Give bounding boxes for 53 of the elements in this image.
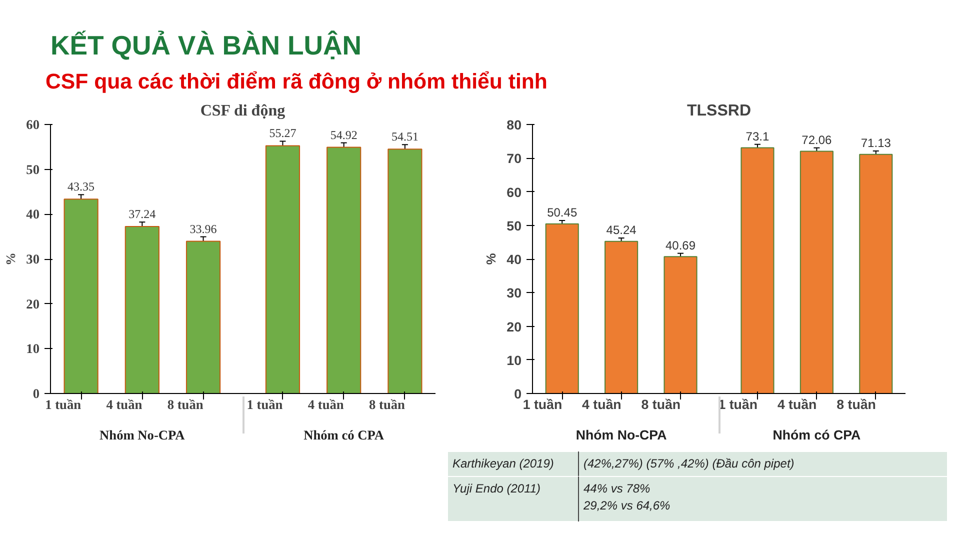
y-tick-label: 0 <box>32 386 40 401</box>
y-tick-label: 0 <box>514 386 522 402</box>
x-tick-label: 4 tuần <box>308 397 344 412</box>
x-tick-label: 1 tuần <box>45 397 82 412</box>
y-tick-label: 60 <box>506 184 522 200</box>
chart-title: CSF di động <box>200 102 286 120</box>
text: Nhóm có CPA <box>304 428 384 442</box>
data-label: 40.69 <box>666 238 696 252</box>
text: Nhóm No-CPA <box>576 428 668 442</box>
y-tick-label: 10 <box>26 341 40 356</box>
chart-title: TLSSRD <box>687 102 751 120</box>
y-tick-label: 10 <box>506 352 522 368</box>
x-tick-label: 8 tuần <box>369 397 406 412</box>
x-tick-label: 8 tuần <box>836 397 876 412</box>
x-tick-label: 1 tuần <box>246 397 284 412</box>
data-label: 37.24 <box>128 207 156 222</box>
text: CSF qua các thời điểm rã đông ở nhóm thiểu tinh <box>46 70 548 94</box>
data-label: 43.35 <box>68 180 95 194</box>
data-label: 45.24 <box>606 223 637 238</box>
data-label: 54.92 <box>330 128 358 142</box>
x-tick-label: 1 tuần <box>522 397 562 412</box>
y-tick-label: 80 <box>506 118 522 132</box>
text: KẾT QUẢ VÀ BÀN LUẬN <box>50 30 362 60</box>
y-tick-label: 60 <box>26 117 40 132</box>
x-tick-label: 4 tuần <box>777 397 817 412</box>
text: 44% vs 78% 29,2% vs 64,6% <box>582 482 671 512</box>
x-tick-label: 4 tuần <box>106 397 143 412</box>
y-tick-label: 30 <box>26 252 40 266</box>
data-label: 72.06 <box>802 132 832 147</box>
data-label: 54.51 <box>391 130 418 144</box>
x-tick-label: 8 tuần <box>641 397 681 412</box>
text: Yuji Endo (2011) <box>452 482 541 496</box>
text: Karthikeyan (2019) <box>452 456 554 470</box>
text: Nhóm có CPA <box>772 428 861 442</box>
y-tick-label: 50 <box>26 162 40 177</box>
y-tick-label: 40 <box>26 206 40 222</box>
y-axis-title: % <box>484 252 499 265</box>
y-axis-title: % <box>3 252 18 266</box>
x-tick-label: 4 tuần <box>582 397 622 412</box>
y-tick-label: 40 <box>506 252 522 267</box>
y-tick-label: 20 <box>506 319 522 334</box>
y-tick-label: 30 <box>506 286 522 301</box>
y-tick-label: 20 <box>26 296 40 312</box>
y-tick-label: 50 <box>506 218 522 234</box>
x-tick-label: 8 tuần <box>167 397 204 412</box>
data-label: 55.27 <box>269 126 296 140</box>
data-label: 50.45 <box>547 206 578 220</box>
data-label: 71.13 <box>860 136 892 150</box>
text: (42%,27%) (57% ,42%) (Đầu côn pipet) <box>584 456 794 470</box>
data-label: 33.96 <box>190 222 217 236</box>
text: Nhóm No-CPA <box>100 428 186 442</box>
y-tick-label: 70 <box>506 151 522 166</box>
data-label: 73.1 <box>746 129 770 144</box>
